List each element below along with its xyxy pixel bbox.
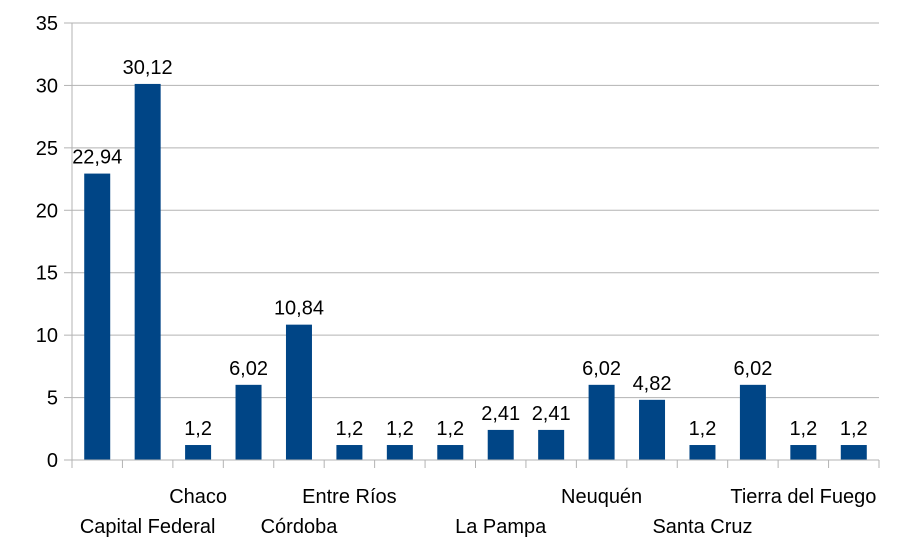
data-label: 6,02 bbox=[229, 358, 268, 380]
data-label: 22,94 bbox=[72, 147, 122, 169]
bar bbox=[689, 445, 716, 460]
y-axis-ticks: 0 5 10 15 20 25 30 35 bbox=[36, 13, 72, 472]
data-label: 1,2 bbox=[840, 418, 868, 440]
bar bbox=[487, 429, 514, 460]
bar bbox=[639, 399, 666, 460]
data-label: 1,2 bbox=[184, 418, 212, 440]
data-label: 6,02 bbox=[733, 358, 772, 380]
y-tick-label: 15 bbox=[36, 263, 58, 285]
data-label: 10,84 bbox=[274, 298, 324, 320]
bar bbox=[840, 445, 867, 460]
data-label: 2,41 bbox=[481, 403, 520, 425]
bars bbox=[84, 83, 867, 461]
bar bbox=[285, 324, 312, 460]
bar bbox=[739, 384, 766, 460]
category-label: Entre Ríos bbox=[302, 486, 396, 508]
bar bbox=[185, 445, 212, 460]
bar bbox=[588, 384, 615, 460]
bar bbox=[790, 445, 817, 460]
category-label: Capital Federal bbox=[80, 516, 216, 538]
data-labels: 22,94 30,12 1,2 6,02 10,84 1,2 1,2 1,2 2,41 2,41 6… bbox=[72, 57, 868, 440]
bar bbox=[437, 445, 464, 460]
x-axis bbox=[71, 23, 880, 468]
data-label: 30,12 bbox=[123, 57, 173, 79]
category-labels: Capital Federal Chaco Córdoba Entre Ríos La … bbox=[80, 486, 877, 538]
data-label: 1,2 bbox=[789, 418, 817, 440]
bar bbox=[84, 173, 111, 461]
bar bbox=[336, 445, 363, 460]
category-label: Tierra del Fuego bbox=[730, 486, 876, 508]
y-tick-label: 0 bbox=[47, 450, 58, 472]
category-label: Santa Cruz bbox=[652, 516, 752, 538]
y-tick-label: 20 bbox=[36, 200, 58, 222]
data-label: 1,2 bbox=[689, 418, 717, 440]
y-tick-label: 5 bbox=[47, 388, 58, 410]
bar bbox=[235, 384, 262, 460]
y-tick-label: 10 bbox=[36, 325, 58, 347]
category-label: Córdoba bbox=[261, 516, 339, 538]
y-tick-label: 35 bbox=[36, 13, 58, 35]
category-label: La Pampa bbox=[455, 516, 547, 538]
y-tick-label: 25 bbox=[36, 138, 58, 160]
category-label: Chaco bbox=[169, 486, 227, 508]
data-label: 6,02 bbox=[582, 358, 621, 380]
data-label: 4,82 bbox=[633, 373, 672, 395]
y-tick-label: 30 bbox=[36, 75, 58, 97]
data-label: 1,2 bbox=[386, 418, 414, 440]
bar bbox=[538, 429, 565, 460]
category-label: Neuquén bbox=[561, 486, 642, 508]
bar bbox=[386, 445, 413, 460]
data-label: 1,2 bbox=[436, 418, 464, 440]
gridlines bbox=[72, 22, 879, 399]
bar bbox=[134, 83, 161, 460]
data-label: 2,41 bbox=[532, 403, 571, 425]
data-label: 1,2 bbox=[336, 418, 364, 440]
